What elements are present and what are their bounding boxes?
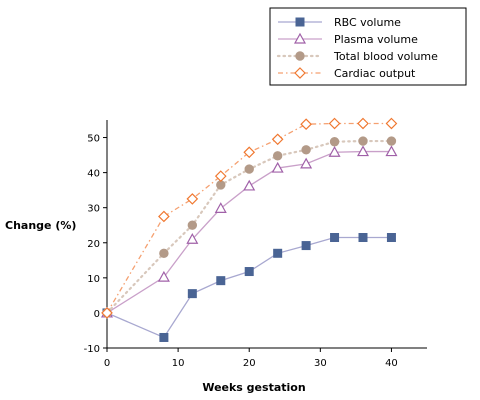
series-line xyxy=(105,139,393,315)
data-point xyxy=(328,117,341,130)
data-point xyxy=(187,220,198,230)
data-point xyxy=(385,145,398,157)
y-tick-label: 40 xyxy=(87,169,100,180)
data-point xyxy=(301,241,311,251)
y-tick-label: 50 xyxy=(87,134,100,145)
data-point xyxy=(273,248,283,258)
data-point xyxy=(216,276,226,286)
data-point xyxy=(358,233,368,243)
x-tick-label: 10 xyxy=(172,358,185,369)
legend-item: Plasma volume xyxy=(278,32,418,46)
legend-label: RBC volume xyxy=(334,16,401,29)
axes: -10 0 10 20 30 40 50 0 10 20 30 40 xyxy=(84,120,427,369)
data-point xyxy=(271,161,284,173)
data-point xyxy=(329,137,340,147)
data-point xyxy=(214,202,227,213)
y-axis-label: Change (%) xyxy=(5,219,76,232)
data-point xyxy=(158,210,170,223)
data-point xyxy=(159,248,169,258)
y-tick-label: 30 xyxy=(87,204,100,215)
y-tick-label: 20 xyxy=(87,239,100,250)
legend: RBC volume Plasma volume Total blood volum… xyxy=(269,7,467,86)
legend-marker xyxy=(293,32,307,44)
data-point xyxy=(301,145,311,155)
legend-marker xyxy=(294,67,306,79)
legend-marker xyxy=(295,17,305,27)
series-line xyxy=(106,122,392,314)
y-tick-label: 10 xyxy=(87,274,100,285)
x-tick-label: 30 xyxy=(314,358,327,369)
legend-item: Cardiac output xyxy=(278,67,416,80)
data-point xyxy=(386,136,397,146)
data-point xyxy=(187,289,197,299)
data-point xyxy=(358,136,368,146)
data-point xyxy=(244,267,254,277)
data-point xyxy=(357,117,369,130)
data-point xyxy=(300,157,313,169)
data-point xyxy=(385,117,398,130)
data-point xyxy=(214,170,227,182)
x-tick-label: 0 xyxy=(104,358,110,369)
data-point xyxy=(386,233,396,243)
legend-label: Cardiac output xyxy=(334,67,416,80)
x-tick-label: 20 xyxy=(243,358,256,369)
series-line xyxy=(106,150,392,314)
data-point xyxy=(157,270,170,282)
series-0 xyxy=(102,233,396,342)
y-tick-label: 0 xyxy=(94,309,100,320)
y-tick-label: -10 xyxy=(84,344,100,355)
data-point xyxy=(243,179,256,191)
data-point xyxy=(330,233,340,243)
data-point xyxy=(272,151,283,161)
data-point xyxy=(243,146,256,159)
legend-label: Plasma volume xyxy=(334,33,418,46)
data-point xyxy=(186,193,199,205)
legend-marker xyxy=(295,51,305,61)
data-point xyxy=(300,118,312,131)
plot-area xyxy=(100,117,398,342)
series-2 xyxy=(102,136,397,318)
x-axis-label: Weeks gestation xyxy=(202,381,305,394)
legend-item: RBC volume xyxy=(278,16,401,29)
data-point xyxy=(271,133,284,146)
legend-item: Total blood volume xyxy=(276,50,438,63)
series-3 xyxy=(101,117,398,319)
series-line xyxy=(106,236,392,339)
legend-label: Total blood volume xyxy=(333,50,438,63)
data-point xyxy=(101,307,113,319)
data-point xyxy=(159,332,169,342)
data-point xyxy=(244,164,254,174)
data-point xyxy=(328,146,341,157)
data-point xyxy=(186,233,199,244)
data-point xyxy=(356,145,370,157)
x-tick-label: 40 xyxy=(385,358,398,369)
